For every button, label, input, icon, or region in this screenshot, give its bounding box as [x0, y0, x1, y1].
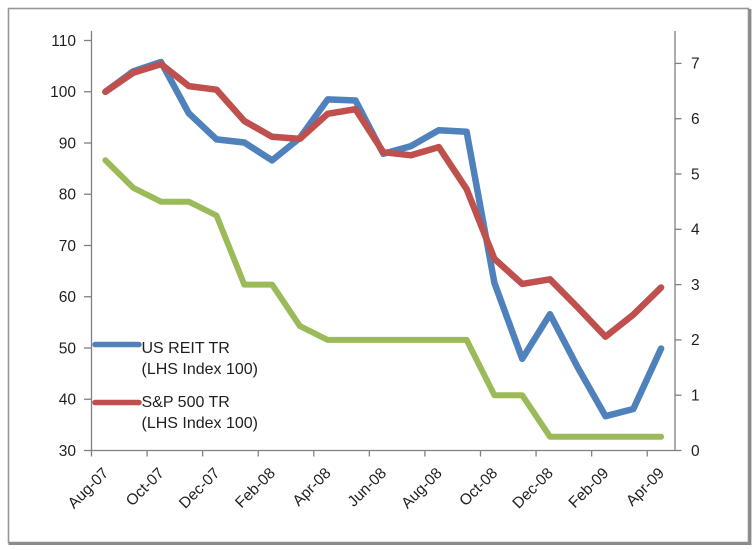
x-axis-label: Jun-08 — [345, 465, 391, 511]
y-axis-left-label: 40 — [59, 392, 77, 409]
legend-entry-label: (LHS Index 100) — [142, 361, 259, 378]
x-axis-label: Oct-07 — [123, 465, 168, 510]
x-axis-label: Feb-09 — [566, 465, 613, 512]
y-axis-left-label: 60 — [59, 289, 77, 306]
legend-entry-label: (LHS Index 100) — [142, 415, 259, 432]
x-axis-label: Oct-08 — [456, 465, 501, 510]
x-axis-label: Aug-08 — [398, 465, 445, 512]
x-axis-label: Feb-08 — [232, 465, 279, 512]
y-axis-left-label: 110 — [51, 33, 76, 50]
chart-frame-border — [7, 7, 750, 544]
x-axis-label: Aug-07 — [65, 465, 112, 512]
legend-entry-label: S&P 500 TR — [142, 394, 230, 411]
y-axis-right-label: 7 — [691, 56, 700, 73]
y-axis-left-label: 90 — [59, 135, 77, 152]
y-axis-right-label: 6 — [691, 111, 700, 128]
y-axis-right-labels: 7 6 5 4 3 2 1 0 — [675, 56, 700, 460]
x-axis-labels: Aug-07 Oct-07 Dec-07 Feb-08 Apr-08 Jun-08 Aug-… — [65, 450, 668, 512]
sp-500-tr-line — [102, 60, 665, 340]
x-axis-label: Apr-09 — [623, 465, 668, 510]
y-axis-right-label: 4 — [691, 222, 700, 239]
y-axis-left-label: 50 — [59, 340, 77, 357]
y-axis-right-label: 5 — [691, 166, 700, 183]
chart-frame-shadow — [8, 9, 752, 545]
axes — [90, 31, 676, 452]
x-axis-label: Dec-07 — [176, 465, 223, 512]
y-axis-left-label: 70 — [59, 238, 77, 255]
y-axis-right-label: 1 — [691, 388, 700, 405]
x-axis-label: Apr-08 — [290, 465, 335, 510]
y-axis-left-label: 100 — [50, 84, 76, 101]
y-axis-left-label: 30 — [59, 443, 77, 460]
legend: US REIT TR (LHS Index 100) S&P 500 TR (LHS … — [92, 340, 259, 432]
y-axis-right-label: 2 — [691, 332, 700, 349]
green-rhs-line — [102, 157, 665, 440]
y-axis-left-label: 80 — [59, 187, 77, 204]
y-axis-left-labels: 110 100 90 80 70 60 50 40 30 — [50, 33, 92, 460]
y-axis-right-label: 0 — [691, 443, 700, 460]
legend-entry-label: US REIT TR — [142, 340, 230, 357]
y-axis-right-label: 3 — [691, 277, 700, 294]
x-axis-label: Dec-08 — [509, 465, 556, 512]
